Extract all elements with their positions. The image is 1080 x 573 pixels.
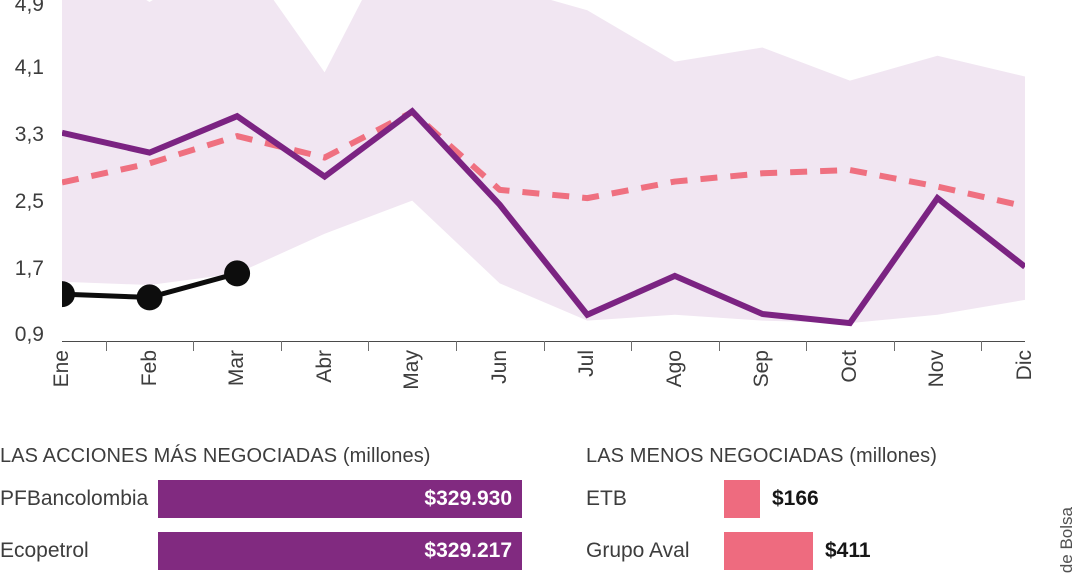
x-tick-mark — [718, 341, 720, 351]
x-tick-mark — [981, 341, 983, 351]
bar-track: $329.930 — [158, 480, 522, 518]
x-axis-ticks — [62, 341, 1025, 351]
range-band — [62, 0, 1025, 324]
bar-track: $411 — [724, 532, 924, 570]
bar-label: ETB — [586, 487, 627, 510]
bar-value: $329.930 — [424, 487, 512, 510]
x-tick-mark — [280, 341, 282, 351]
bar-label: PFBancolombia — [0, 487, 149, 510]
x-axis-tick-labels: Ene Feb Mar Abr May Jun Jul Ago Sep Oct … — [50, 350, 1036, 410]
x-label-dic: Dic — [1013, 350, 1036, 381]
plot-area — [62, 0, 1025, 341]
bar-value: $411 — [825, 539, 871, 562]
source-credit: de Bolsa — [1057, 506, 1076, 573]
x-tick-mark — [806, 341, 808, 351]
x-label-feb: Feb — [137, 350, 161, 387]
x-tick-mark — [893, 341, 895, 351]
x-tick-mark — [631, 341, 633, 351]
x-label-mar: Mar — [225, 350, 249, 387]
x-tick-mark — [455, 341, 457, 351]
bar-fill — [724, 480, 760, 518]
x-label-ago: Ago — [662, 350, 686, 388]
data-point-marker — [62, 281, 75, 308]
bar-track: $166 — [724, 480, 924, 518]
x-tick-mark — [193, 341, 195, 351]
x-label-abr: Abr — [312, 350, 336, 383]
panel-most-traded-title: LAS ACCIONES MÁS NEGOCIADAS (millones) — [0, 445, 431, 467]
data-point-marker — [136, 284, 163, 311]
bar-value: $166 — [772, 487, 819, 510]
x-label-jul: Jul — [575, 350, 599, 377]
y-tick-33: 3,3 — [14, 123, 44, 146]
bottom-panels: LAS ACCIONES MÁS NEGOCIADAS (millones) P… — [0, 432, 1080, 573]
chart-svg — [62, 0, 1025, 327]
x-label-may: May — [400, 350, 424, 390]
primary-line — [62, 107, 1025, 327]
bar-fill — [724, 532, 813, 570]
panel-least-traded-title: LAS MENOS NEGOCIADAS (millones) — [586, 445, 937, 467]
x-tick-mark — [368, 341, 370, 351]
bar-track: $329.217 — [158, 532, 522, 570]
comparison-line — [62, 109, 1025, 210]
bar-value: $329.217 — [424, 539, 512, 562]
x-label-oct: Oct — [837, 350, 861, 383]
x-tick-mark — [105, 341, 107, 351]
x-label-ene: Ene — [50, 350, 73, 388]
highlight-markers — [62, 260, 251, 311]
x-tick-mark — [543, 341, 545, 351]
line-chart: 4,9 4,1 3,3 2,5 1,7 0,9 Ene Feb Mar Abr … — [0, 0, 1036, 410]
data-point-marker — [224, 260, 251, 287]
bar-label: Grupo Aval — [586, 539, 690, 562]
x-label-nov: Nov — [925, 350, 949, 388]
bar-label: Ecopetrol — [0, 539, 89, 562]
bar-fill — [158, 480, 522, 518]
y-tick-17: 1,7 — [14, 257, 44, 280]
y-tick-25: 2,5 — [14, 190, 44, 213]
y-tick-09: 0,9 — [14, 323, 44, 346]
y-tick-41: 4,1 — [14, 56, 44, 79]
bar-fill — [158, 532, 522, 570]
x-label-sep: Sep — [750, 350, 774, 388]
x-label-jun: Jun — [487, 350, 511, 384]
y-tick-49: 4,9 — [14, 0, 44, 16]
y-axis-tick-labels: 4,9 4,1 3,3 2,5 1,7 0,9 — [0, 0, 52, 345]
